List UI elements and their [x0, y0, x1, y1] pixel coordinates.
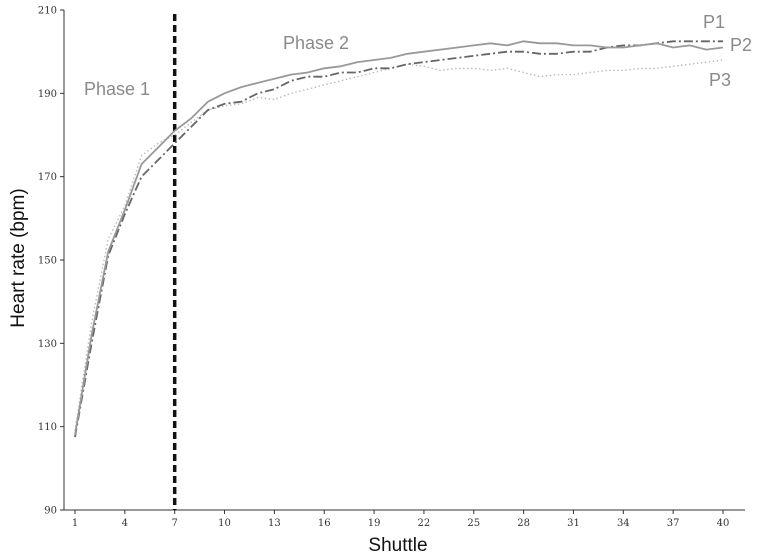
- y-tick-label: 110: [38, 422, 57, 433]
- series-label-p2: P2: [730, 35, 752, 55]
- x-tick-label: 10: [218, 518, 231, 529]
- phase-1-label: Phase 1: [84, 79, 150, 99]
- y-tick-label: 210: [38, 6, 57, 17]
- y-axis-title: Heart rate (bpm): [8, 188, 29, 327]
- x-tick-label: 1: [72, 518, 78, 529]
- axes: [63, 10, 745, 511]
- x-tick-label: 28: [517, 518, 530, 529]
- x-axis-title: Shuttle: [368, 535, 427, 556]
- x-tick-label: 19: [368, 518, 381, 529]
- ticks: 90 110 130 150 170 190 210 1 4 7 10 13 16 19 22 25 28 31 3…: [38, 6, 729, 530]
- series-line-p1: [74, 40, 723, 438]
- series-label-p1: P1: [703, 12, 725, 32]
- x-tick-label: 25: [467, 518, 480, 529]
- series-label-p3: P3: [709, 70, 731, 90]
- series-line-p3: [74, 59, 724, 431]
- x-tick-label: 16: [318, 518, 331, 529]
- y-tick-label: 130: [38, 339, 57, 350]
- y-tick-label: 190: [38, 89, 57, 100]
- y-tick-label: 150: [38, 256, 57, 267]
- x-tick-label: 40: [717, 518, 730, 529]
- series-line-p2: [74, 40, 724, 436]
- x-tick-label: 7: [172, 518, 178, 529]
- series-layer: [74, 40, 724, 438]
- x-tick-label: 37: [667, 518, 680, 529]
- y-tick-label: 90: [44, 506, 57, 517]
- x-tick-label: 22: [418, 518, 431, 529]
- x-tick-label: 4: [122, 518, 128, 529]
- x-tick-label: 13: [268, 518, 281, 529]
- x-tick-label: 31: [567, 518, 580, 529]
- y-tick-label: 170: [38, 172, 57, 183]
- phase-2-label: Phase 2: [283, 33, 349, 53]
- x-tick-label: 34: [617, 518, 630, 529]
